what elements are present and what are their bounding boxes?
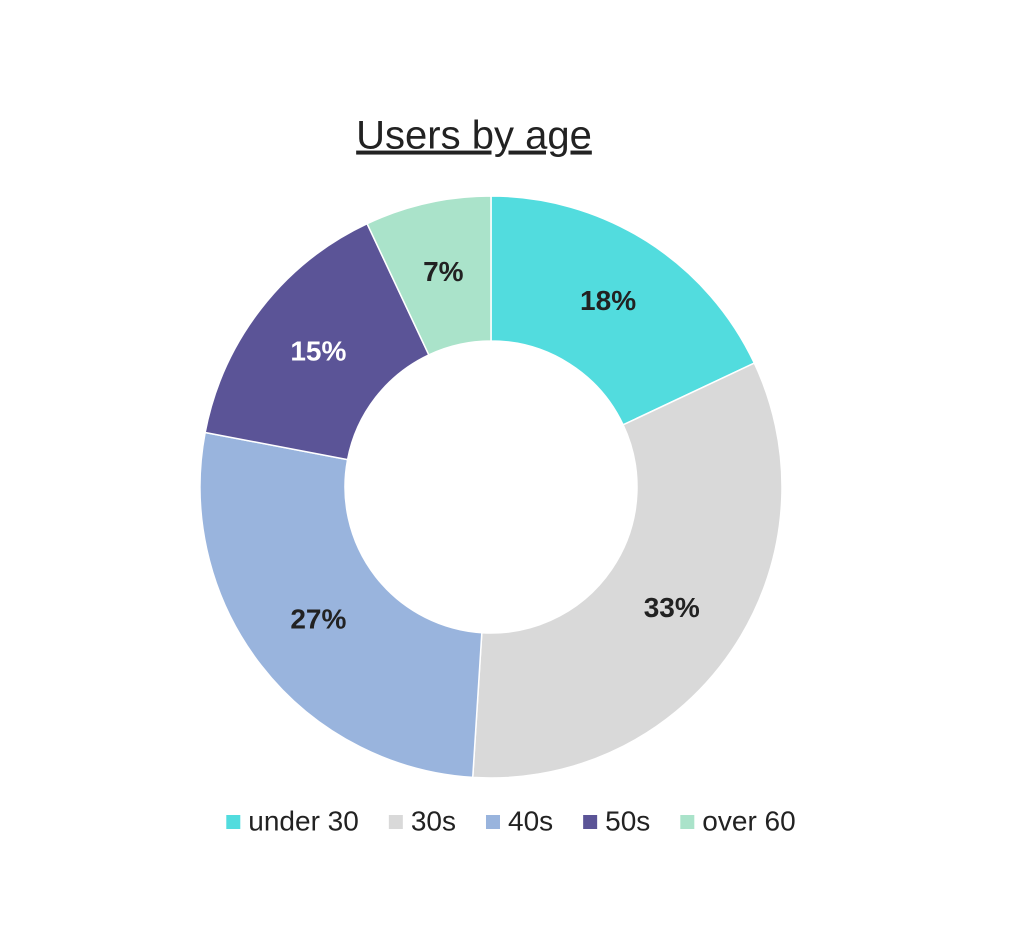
- value-label: 33%: [644, 592, 700, 623]
- value-label: 7%: [423, 256, 464, 287]
- donut-segment: [490, 195, 756, 426]
- legend: under 30 30s 40s 50s over 60: [226, 805, 796, 836]
- legend-label: under 30: [248, 805, 359, 836]
- legend-label: over 60: [702, 805, 795, 836]
- legend-label: 30s: [411, 805, 456, 836]
- legend-swatch: [388, 815, 403, 829]
- value-label: 15%: [290, 335, 346, 366]
- donut-segment: [471, 362, 783, 779]
- donut-segment: [204, 222, 430, 461]
- legend-label: 40s: [508, 805, 553, 836]
- value-label: 18%: [580, 285, 636, 316]
- legend-swatch: [226, 815, 241, 829]
- legend-label: 50s: [605, 805, 650, 836]
- legend-swatch: [680, 815, 695, 829]
- donut-segment: [199, 431, 483, 779]
- donut-segment: [366, 195, 492, 356]
- value-label: 27%: [290, 603, 346, 634]
- chart-title: Users by age: [356, 114, 592, 158]
- legend-swatch: [485, 815, 500, 829]
- legend-swatch: [583, 815, 598, 829]
